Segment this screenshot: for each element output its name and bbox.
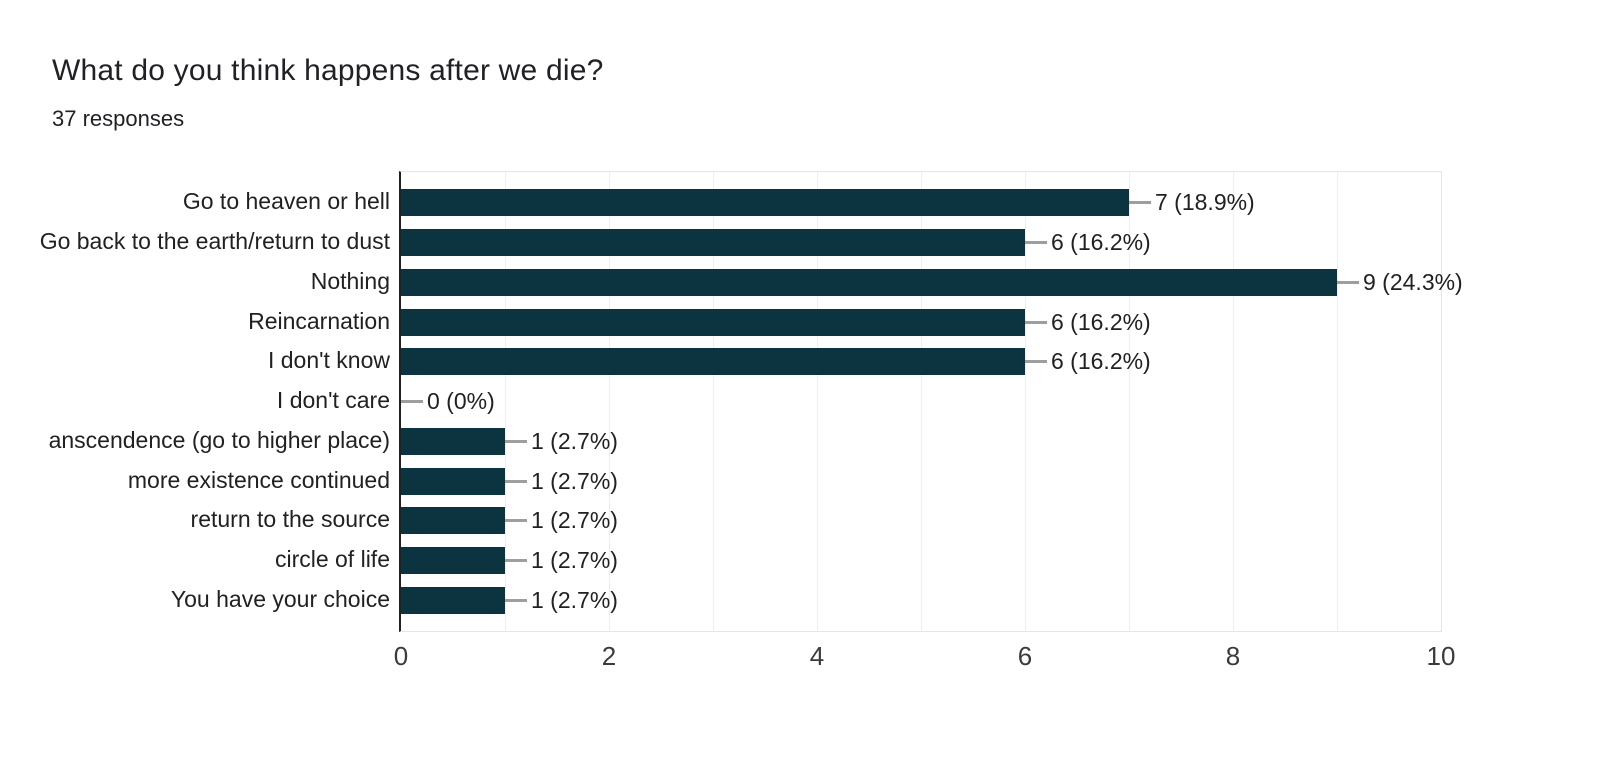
- bar-rows: 7 (18.9%) 6 (16.2%) 9 (24.3%) 6 (16.2%) 6 (1…: [401, 172, 1463, 631]
- gridline: [1025, 172, 1026, 631]
- value-label: 6 (16.2%): [1051, 308, 1151, 335]
- gridline: [1129, 172, 1130, 631]
- plot-area: 7 (18.9%) 6 (16.2%) 9 (24.3%) 6 (16.2%) 6 (1…: [399, 171, 1463, 632]
- response-count: 37 responses: [52, 106, 185, 131]
- question-title: What do you think happens after we die?: [52, 54, 604, 87]
- bar[interactable]: [401, 308, 1025, 336]
- bar[interactable]: [401, 546, 505, 574]
- connector-line: [505, 558, 527, 562]
- value-label: 1 (2.7%): [531, 467, 618, 494]
- gridline: [505, 172, 506, 631]
- gridline: [609, 172, 610, 631]
- value-label: 1 (2.7%): [531, 507, 618, 534]
- value-label: 1 (2.7%): [531, 427, 618, 454]
- bar-row: 1 (2.7%): [401, 580, 1441, 620]
- category-label-text: circle of life: [274, 545, 390, 572]
- connector-line: [1025, 360, 1047, 364]
- bar-row: 7 (18.9%): [401, 183, 1441, 223]
- bar[interactable]: [401, 467, 505, 495]
- category-label-text: Nothing: [310, 267, 390, 294]
- bar[interactable]: [401, 268, 1337, 296]
- category-label-text: more existence continued: [127, 466, 390, 493]
- gridline: [921, 172, 922, 631]
- bar-row: 0 (0%): [401, 382, 1441, 422]
- category-label: anscendence (go to higher place): [0, 420, 399, 460]
- x-tick-label: 10: [1426, 641, 1456, 671]
- category-label: You have your choice: [0, 579, 399, 619]
- bar[interactable]: [401, 427, 505, 455]
- x-tick-label: 2: [601, 641, 617, 671]
- x-axis: 0 2 4 6 8 10: [394, 641, 1456, 675]
- x-tick-label: 4: [809, 641, 825, 671]
- bar[interactable]: [401, 189, 1129, 217]
- x-tick-label: 8: [1225, 641, 1241, 671]
- bar[interactable]: [401, 229, 1025, 257]
- bar-row: 1 (2.7%): [401, 421, 1441, 461]
- category-label: Nothing: [0, 261, 399, 301]
- connector-line: [1337, 280, 1359, 284]
- gridline: [1233, 172, 1234, 631]
- connector-line: [505, 519, 527, 523]
- category-label: I don't care: [0, 381, 399, 421]
- connector-line: [1129, 201, 1151, 205]
- category-label: Reincarnation: [0, 301, 399, 341]
- value-label: 1 (2.7%): [531, 546, 618, 573]
- connector-line: [1025, 320, 1047, 324]
- category-label-text: anscendence (go to higher place): [48, 426, 390, 453]
- category-label: Go to heaven or hell: [0, 182, 399, 222]
- gridline: [713, 172, 714, 631]
- bar-row: 6 (16.2%): [401, 302, 1441, 342]
- gridline: [1337, 172, 1338, 631]
- category-axis: Go to heaven or hell Go back to the earth…: [0, 171, 399, 630]
- category-label: Go back to the earth/return to dust: [0, 222, 399, 262]
- gridline: [817, 172, 818, 631]
- category-label-text: I don't know: [267, 347, 390, 374]
- bar-row: 6 (16.2%): [401, 342, 1441, 382]
- connector-line: [505, 598, 527, 602]
- category-label-text: Go to heaven or hell: [182, 188, 390, 215]
- category-label: return to the source: [0, 500, 399, 540]
- horizontal-bar-chart: Go to heaven or hell Go back to the earth…: [0, 171, 1463, 632]
- value-label: 6 (16.2%): [1051, 348, 1151, 375]
- bar[interactable]: [401, 586, 505, 614]
- category-label-text: I don't care: [276, 387, 390, 414]
- value-label: 9 (24.3%): [1363, 268, 1463, 295]
- x-tick-label: 6: [1017, 641, 1033, 671]
- bar-row: 9 (24.3%): [401, 262, 1463, 302]
- category-label-text: Go back to the earth/return to dust: [39, 228, 390, 255]
- bar-row: 1 (2.7%): [401, 541, 1441, 581]
- category-label-text: return to the source: [190, 506, 390, 533]
- category-label-text: Reincarnation: [248, 307, 390, 334]
- bar-row: 6 (16.2%): [401, 223, 1441, 263]
- connector-line: [505, 439, 527, 443]
- bar-row: 1 (2.7%): [401, 461, 1441, 501]
- connector-line: [505, 479, 527, 483]
- connector-line: [401, 400, 423, 404]
- category-label: I don't know: [0, 341, 399, 381]
- value-label: 7 (18.9%): [1155, 189, 1255, 216]
- connector-line: [1025, 241, 1047, 245]
- value-label: 6 (16.2%): [1051, 229, 1151, 256]
- category-label-text: You have your choice: [170, 585, 390, 612]
- bar[interactable]: [401, 348, 1025, 376]
- value-label: 1 (2.7%): [531, 586, 618, 613]
- value-label: 0 (0%): [427, 388, 495, 415]
- bar-row: 1 (2.7%): [401, 501, 1441, 541]
- category-label: more existence continued: [0, 460, 399, 500]
- x-tick-label: 0: [393, 641, 409, 671]
- category-label: circle of life: [0, 540, 399, 580]
- bar[interactable]: [401, 507, 505, 535]
